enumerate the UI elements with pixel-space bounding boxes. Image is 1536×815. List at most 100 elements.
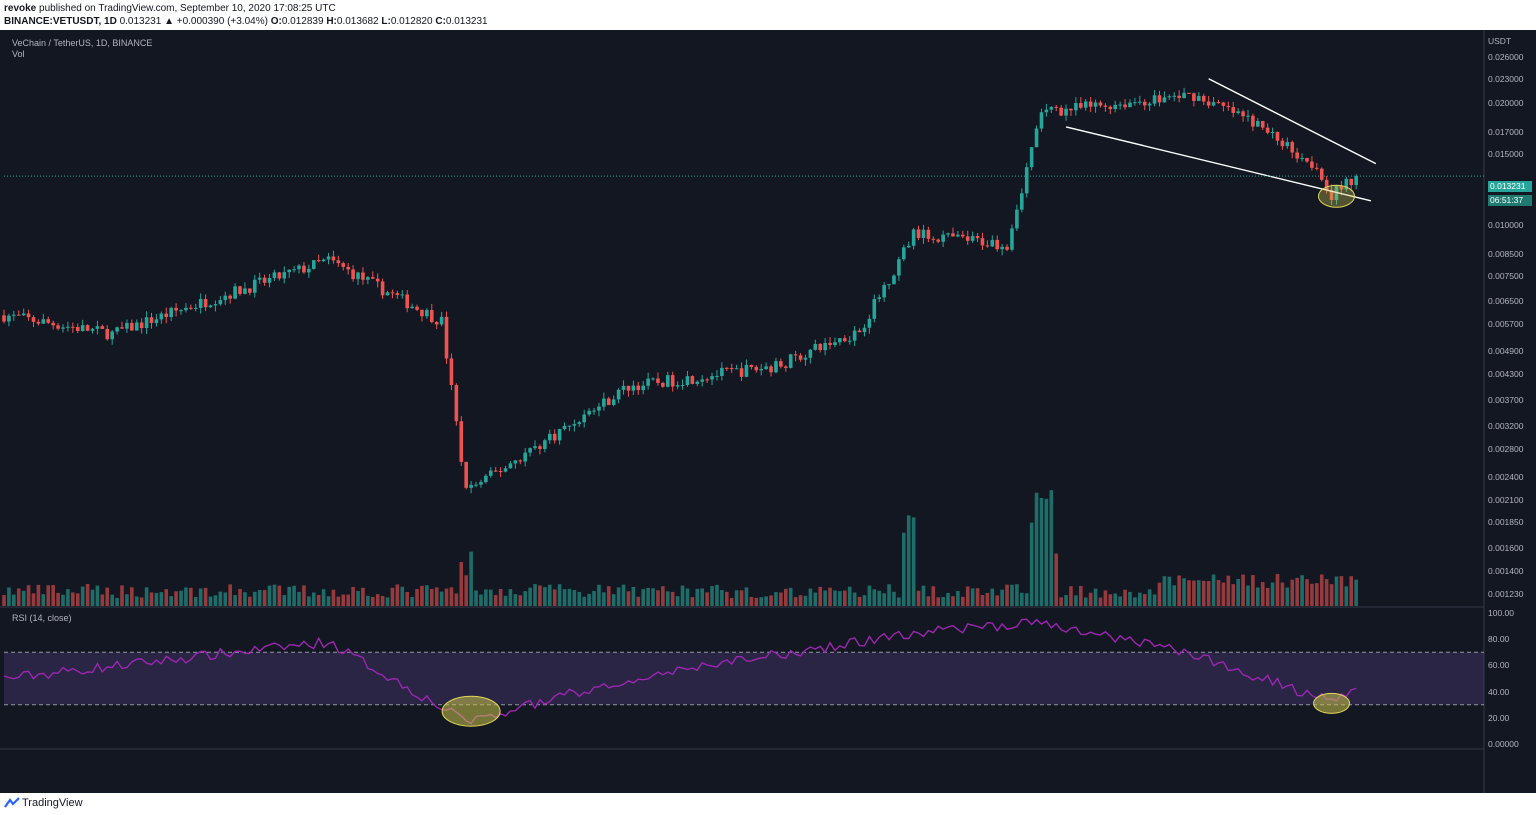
volume-bar xyxy=(611,594,616,606)
volume-bar xyxy=(302,585,306,606)
candle xyxy=(1206,101,1211,106)
volume-bar xyxy=(577,591,582,606)
candle xyxy=(469,484,473,488)
volume-bar xyxy=(272,584,277,606)
volume-bar xyxy=(405,591,409,606)
candle xyxy=(720,367,724,376)
candle xyxy=(454,385,459,422)
volume-bar xyxy=(1349,576,1354,606)
volume-bar xyxy=(626,591,631,606)
volume-bar xyxy=(252,591,257,606)
trendline-upper xyxy=(1208,78,1377,165)
candle xyxy=(1034,128,1039,148)
candle xyxy=(759,368,764,371)
candle xyxy=(277,272,282,279)
volume-bar xyxy=(1265,587,1270,606)
candle xyxy=(1059,107,1063,116)
volume-bar xyxy=(1305,579,1309,606)
volume-bar xyxy=(1039,497,1044,606)
author[interactable]: revoke xyxy=(4,3,37,14)
candle xyxy=(1039,112,1044,129)
candle xyxy=(1305,157,1309,162)
candle xyxy=(882,285,886,298)
candle xyxy=(985,245,990,247)
volume-bar xyxy=(656,590,660,606)
change: 0.013231 ▲ +0.000390 (+3.04%) xyxy=(119,16,268,27)
candle xyxy=(1344,178,1349,190)
candle xyxy=(228,295,232,299)
footer-brand[interactable]: TradingView xyxy=(22,797,83,809)
volume-bar xyxy=(154,593,159,606)
candle xyxy=(100,326,105,329)
volume-bar xyxy=(85,584,90,606)
volume-bar xyxy=(469,551,473,606)
volume-bar xyxy=(61,594,65,606)
price-tick-label: 0.001850 xyxy=(1488,517,1524,528)
candle xyxy=(705,379,709,381)
volume-bar xyxy=(695,588,700,606)
candle xyxy=(1187,92,1191,94)
candle xyxy=(862,327,867,333)
candle xyxy=(621,385,626,390)
volume-bar xyxy=(46,585,51,606)
volume-bar xyxy=(331,589,336,606)
candle xyxy=(754,366,759,371)
candle xyxy=(16,314,21,316)
volume-bar xyxy=(484,589,488,606)
volume-bar xyxy=(110,594,114,606)
tradingview-logo-icon[interactable] xyxy=(4,797,20,809)
candle xyxy=(267,277,272,283)
volume-bar xyxy=(783,588,788,606)
price-tick-label: 0.001230 xyxy=(1488,589,1524,600)
volume-bar xyxy=(1246,585,1250,606)
annotation-ellipse xyxy=(1317,184,1355,208)
volume-bar xyxy=(277,585,282,606)
volume-bar xyxy=(897,597,901,606)
volume-bar xyxy=(1054,553,1059,606)
candle xyxy=(543,440,547,449)
price-tick-label: 0.003700 xyxy=(1488,395,1524,406)
volume-bar xyxy=(449,587,454,606)
volume-bar xyxy=(159,592,164,606)
volume-bar xyxy=(779,592,783,606)
chart-area[interactable]: VeChain / TetherUS, 1D, BINANCE Vol RSI … xyxy=(0,30,1536,815)
candle xyxy=(1088,101,1093,107)
candle xyxy=(911,229,916,246)
volume-bar xyxy=(985,592,990,606)
candle xyxy=(552,433,557,441)
candle xyxy=(1108,106,1113,110)
candle xyxy=(587,410,591,415)
candle xyxy=(410,306,414,309)
volume-bar xyxy=(189,587,193,606)
volume-bar xyxy=(1315,583,1319,606)
candle xyxy=(1192,93,1196,101)
candle xyxy=(513,460,518,464)
volume-bar xyxy=(134,596,139,606)
published-text: published on TradingView.com, September … xyxy=(39,3,336,14)
chart-svg[interactable] xyxy=(0,30,1536,793)
volume-bar xyxy=(715,584,719,606)
low-value: 0.012820 xyxy=(390,16,433,27)
candle xyxy=(331,256,336,261)
candle xyxy=(1295,152,1299,159)
volume-bar xyxy=(838,591,842,606)
volume-bar xyxy=(1270,582,1275,606)
volume-bar xyxy=(513,594,518,606)
volume-bar xyxy=(203,587,208,606)
candle xyxy=(1074,103,1078,111)
candle xyxy=(31,317,36,322)
open-value: 0.012839 xyxy=(281,16,324,27)
volume-bar xyxy=(547,584,552,606)
candle xyxy=(749,365,754,367)
volume-bar xyxy=(474,590,478,606)
volume-bar xyxy=(921,585,926,606)
volume-bar xyxy=(680,585,685,606)
candle xyxy=(429,310,434,323)
volume-bar xyxy=(1177,575,1181,606)
volume-bar xyxy=(872,589,877,606)
candle xyxy=(528,448,532,453)
volume-bar xyxy=(425,585,429,606)
candle xyxy=(243,288,247,294)
publish-line: revoke published on TradingView.com, Sep… xyxy=(4,3,336,14)
candle xyxy=(85,325,90,331)
